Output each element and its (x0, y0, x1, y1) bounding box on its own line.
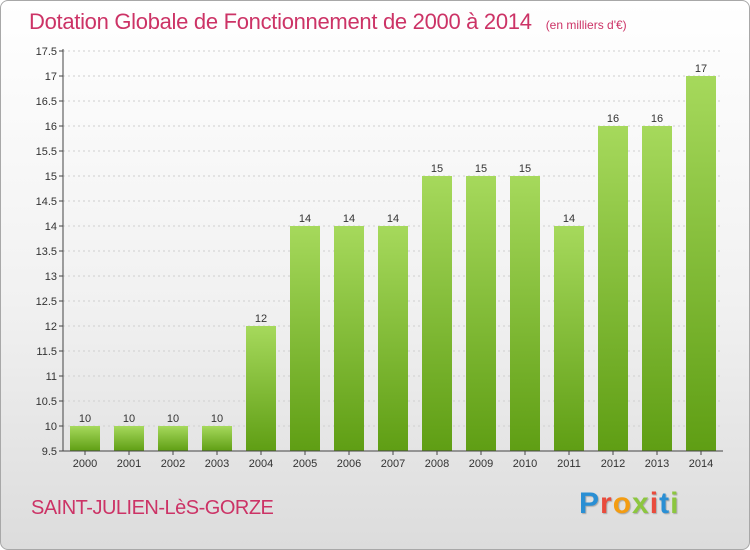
chart-title: Dotation Globale de Fonctionnement de 20… (29, 9, 627, 35)
y-axis: 9.5 10 10.5 11 11.5 12 12.5 13 13.5 14 14.5 15 15.5 1… (36, 46, 64, 458)
bar-2002 (158, 426, 188, 451)
data-label-2008: 15 (431, 163, 443, 175)
y-tick-label: 17 (45, 71, 57, 83)
data-label-2012: 16 (607, 113, 619, 125)
x-tick-label-2012: 2012 (601, 458, 625, 470)
y-tick-label: 15 (45, 171, 57, 183)
y-tick-label: 14.5 (36, 196, 57, 208)
bar-2008 (422, 176, 452, 451)
y-tick-label: 11 (46, 371, 57, 383)
y-tick-label: 10 (45, 421, 57, 433)
bar-2000 (70, 426, 100, 451)
x-tick-label-2009: 2009 (469, 458, 493, 470)
bars: 10 10 10 10 12 14 14 14 15 15 15 14 16 16 17 (70, 63, 716, 451)
y-tick-label: 16.5 (36, 96, 57, 108)
data-label-2001: 10 (123, 413, 135, 425)
data-label-2009: 15 (475, 163, 487, 175)
y-tick-label: 11.5 (36, 346, 57, 358)
x-tick-label-2004: 2004 (249, 458, 273, 470)
x-tick-label-2010: 2010 (513, 458, 537, 470)
y-tick-label: 10.5 (36, 396, 57, 408)
bar-2006 (334, 226, 364, 451)
data-label-2004: 12 (255, 313, 267, 325)
x-tick-label-2003: 2003 (205, 458, 229, 470)
x-tick-label-2014: 2014 (689, 458, 713, 470)
y-tick-label: 13 (45, 271, 57, 283)
bar-2011 (554, 226, 584, 451)
data-label-2006: 14 (343, 213, 355, 225)
bar-2014 (686, 76, 716, 451)
x-tick-label-2000: 2000 (73, 458, 97, 470)
y-tick-label: 15.5 (36, 146, 57, 158)
bar-2001 (114, 426, 144, 451)
y-tick-label: 13.5 (36, 246, 57, 258)
data-label-2007: 14 (387, 213, 399, 225)
y-tick-label: 12.5 (36, 296, 57, 308)
bar-2009 (466, 176, 496, 451)
x-tick-label-2013: 2013 (645, 458, 669, 470)
x-tick-label-2006: 2006 (337, 458, 361, 470)
units-label: (en milliers d'€) (545, 18, 627, 32)
bar-2010 (510, 176, 540, 451)
title-text: Dotation Globale de Fonctionnement de 20… (29, 9, 532, 34)
x-tick-label-2011: 2011 (557, 458, 581, 470)
y-tick-label: 12 (45, 321, 57, 333)
bar-2004 (246, 326, 276, 451)
y-tick-label: 17.5 (36, 46, 57, 58)
bar-2012 (598, 126, 628, 451)
data-label-2003: 10 (211, 413, 223, 425)
data-label-2005: 14 (299, 213, 311, 225)
x-tick-label-2002: 2002 (161, 458, 185, 470)
y-tick-label: 14 (45, 221, 57, 233)
data-label-2000: 10 (79, 413, 91, 425)
y-tick-label: 9.5 (42, 446, 57, 458)
y-tick-label: 16 (45, 121, 57, 133)
x-tick-label-2001: 2001 (117, 458, 141, 470)
data-label-2013: 16 (651, 113, 663, 125)
x-tick-label-2005: 2005 (293, 458, 317, 470)
data-label-2014: 17 (695, 63, 707, 75)
bar-2003 (202, 426, 232, 451)
bar-2007 (378, 226, 408, 451)
x-tick-label-2007: 2007 (381, 458, 405, 470)
x-axis: 2000 2001 2002 2003 2004 2005 2006 2007 2008 2009… (63, 450, 723, 470)
data-label-2010: 15 (519, 163, 531, 175)
bar-2013 (642, 126, 672, 451)
bar-2005 (290, 226, 320, 451)
data-label-2002: 10 (167, 413, 179, 425)
data-label-2011: 14 (563, 213, 575, 225)
proxiti-logo: Proxiti (579, 487, 680, 520)
x-tick-label-2008: 2008 (425, 458, 449, 470)
commune-name: SAINT-JULIEN-LèS-GORZE (31, 497, 274, 519)
